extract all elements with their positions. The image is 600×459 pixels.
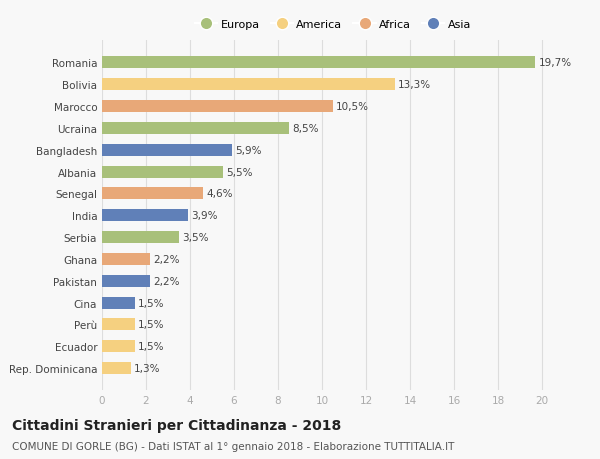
Bar xyxy=(102,253,151,265)
Bar xyxy=(102,166,223,178)
Text: 13,3%: 13,3% xyxy=(398,80,431,90)
Bar xyxy=(102,123,289,134)
Text: 1,5%: 1,5% xyxy=(139,298,165,308)
Text: Cittadini Stranieri per Cittadinanza - 2018: Cittadini Stranieri per Cittadinanza - 2… xyxy=(12,418,341,431)
Text: 5,9%: 5,9% xyxy=(235,146,262,155)
Bar xyxy=(102,210,188,222)
Bar xyxy=(102,297,135,309)
Legend: Europa, America, Africa, Asia: Europa, America, Africa, Asia xyxy=(190,16,476,34)
Bar xyxy=(102,101,333,113)
Text: 1,5%: 1,5% xyxy=(139,341,165,352)
Text: 1,3%: 1,3% xyxy=(134,364,160,373)
Text: 10,5%: 10,5% xyxy=(337,102,370,112)
Text: COMUNE DI GORLE (BG) - Dati ISTAT al 1° gennaio 2018 - Elaborazione TUTTITALIA.I: COMUNE DI GORLE (BG) - Dati ISTAT al 1° … xyxy=(12,441,454,451)
Bar xyxy=(102,188,203,200)
Bar xyxy=(102,79,395,91)
Text: 3,9%: 3,9% xyxy=(191,211,218,221)
Bar xyxy=(102,231,179,244)
Text: 8,5%: 8,5% xyxy=(292,123,319,134)
Text: 2,2%: 2,2% xyxy=(154,254,180,264)
Bar xyxy=(102,341,135,353)
Text: 4,6%: 4,6% xyxy=(206,189,233,199)
Bar xyxy=(102,144,232,157)
Text: 5,5%: 5,5% xyxy=(226,167,253,177)
Bar xyxy=(102,319,135,330)
Text: 19,7%: 19,7% xyxy=(539,58,572,68)
Text: 2,2%: 2,2% xyxy=(154,276,180,286)
Text: 3,5%: 3,5% xyxy=(182,233,209,242)
Text: 1,5%: 1,5% xyxy=(139,320,165,330)
Bar xyxy=(102,362,131,374)
Bar xyxy=(102,275,151,287)
Bar xyxy=(102,57,535,69)
